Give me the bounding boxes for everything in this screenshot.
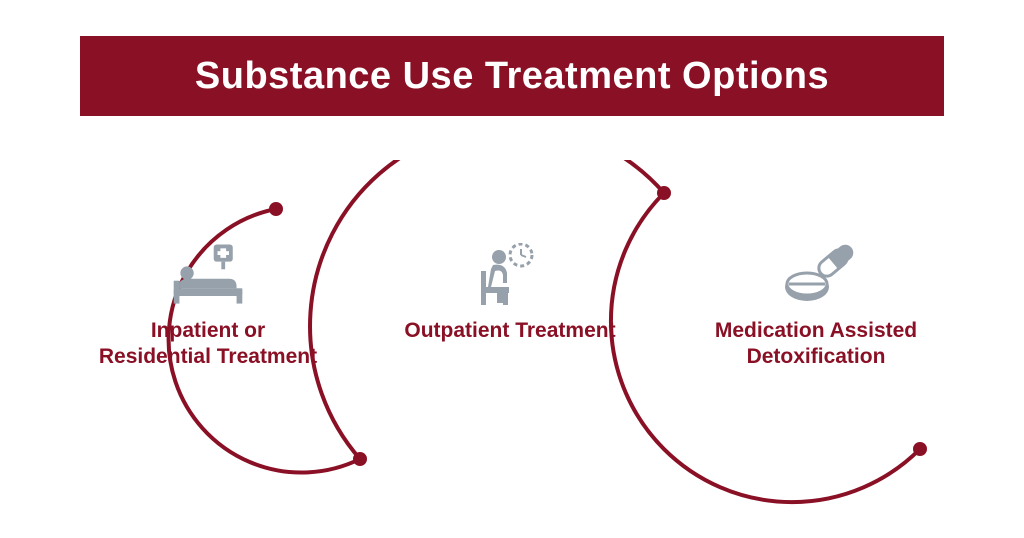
node-medication: Medication Assisted Detoxification [706,240,926,371]
node-inpatient: Inpatient or Residential Treatment [98,240,318,371]
hospital-bed-icon [168,240,248,310]
pills-icon [776,240,856,310]
outpatient-clock-icon [470,240,550,310]
title-text: Substance Use Treatment Options [195,55,829,98]
flow-diagram: Inpatient or Residential Treatment [0,160,1024,520]
node-label: Outpatient Treatment [404,318,615,344]
node-label: Medication Assisted Detoxification [706,318,926,371]
node-label: Inpatient or Residential Treatment [98,318,318,371]
title-bar: Substance Use Treatment Options [80,36,944,116]
node-outpatient: Outpatient Treatment [400,240,620,344]
